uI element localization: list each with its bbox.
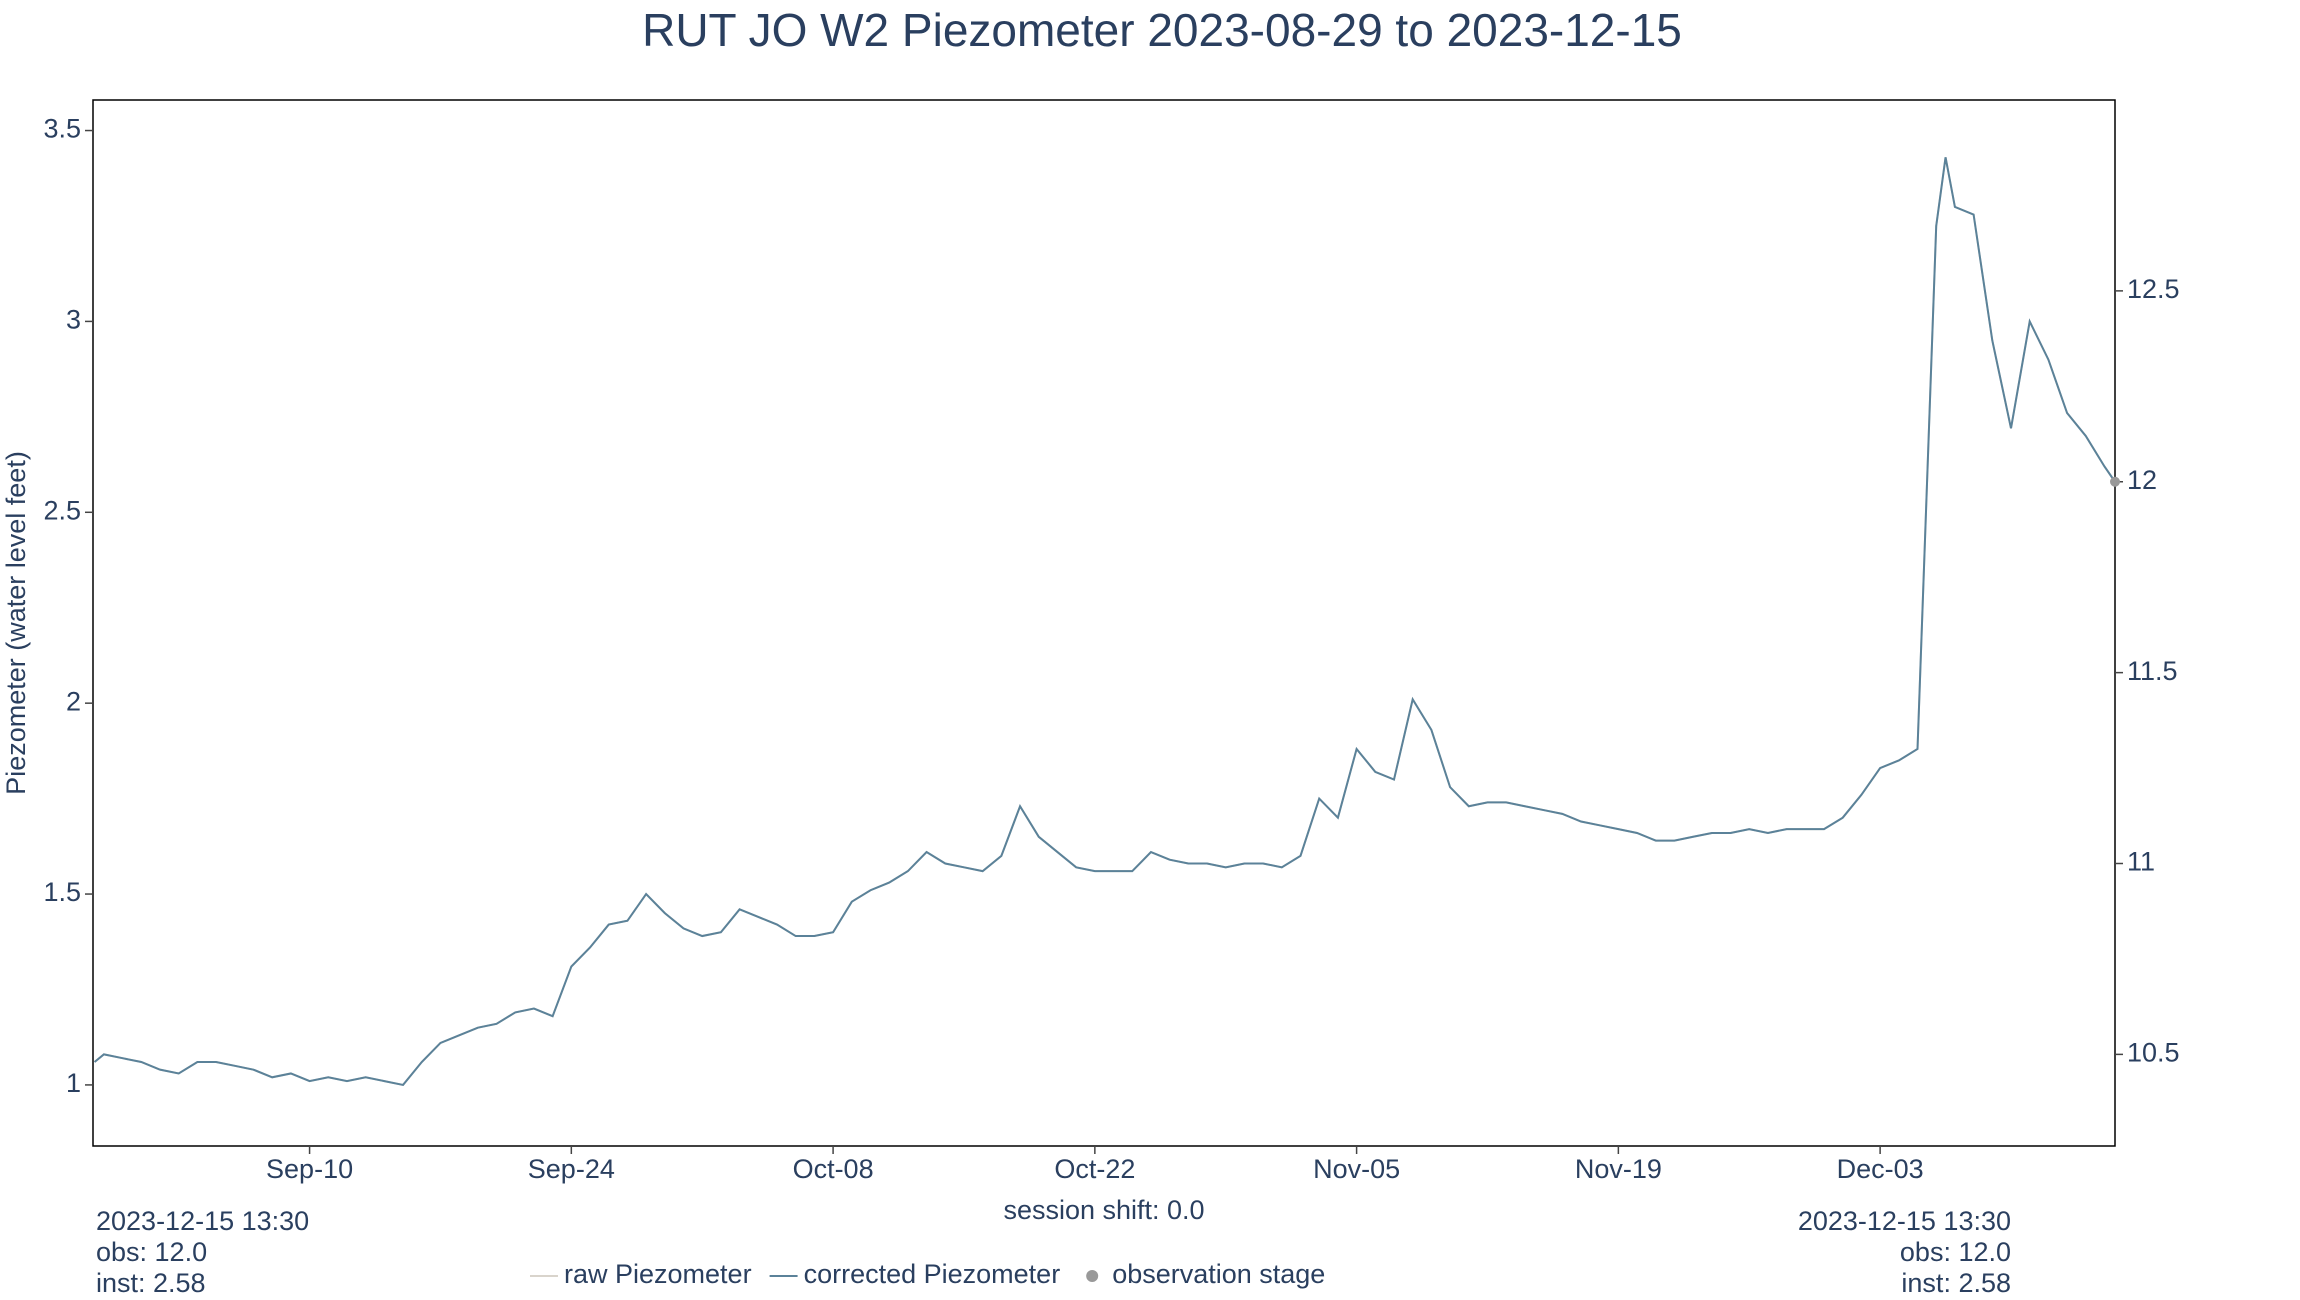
legend-label: raw Piezometer [564, 1259, 752, 1289]
y2-tick-label: 11 [2127, 847, 2155, 877]
series-line [93, 157, 2116, 1087]
x-tick-label: Nov-05 [1313, 1154, 1400, 1184]
plot-frame [92, 99, 2116, 1147]
observation-point [2110, 476, 2120, 487]
y-tick-label: 2.5 [43, 495, 81, 525]
chart-title: RUT JO W2 Piezometer 2023-08-29 to 2023-… [642, 4, 1682, 56]
x-tick-label: Oct-22 [1054, 1154, 1135, 1184]
y-tick-label: 3 [66, 305, 81, 335]
y-tick-label: 1 [66, 1068, 81, 1098]
y2-tick-label: 11.5 [2127, 656, 2178, 686]
x-tick-label: Oct-08 [793, 1154, 874, 1184]
x-tick-label: Sep-10 [266, 1154, 353, 1184]
session-shift: session shift: 0.0 [1003, 1195, 1204, 1225]
annotation-left: obs: 12.0 [96, 1237, 207, 1267]
annotation-right: inst: 2.58 [1901, 1268, 2011, 1298]
y-axis-label: Piezometer (water level feet) [1, 451, 31, 795]
y2-tick-label: 10.5 [2127, 1038, 2180, 1068]
y-tick-label: 1.5 [43, 877, 81, 907]
legend-label: observation stage [1112, 1259, 1325, 1289]
y2-tick-label: 12 [2127, 465, 2157, 495]
legend-label: corrected Piezometer [804, 1259, 1061, 1289]
x-tick-label: Dec-03 [1837, 1154, 1924, 1184]
y-tick-label: 2 [66, 686, 81, 716]
y2-tick-label: 12.5 [2127, 274, 2180, 304]
annotation-right: 2023-12-15 13:30 [1798, 1206, 2011, 1236]
y-tick-label: 3.5 [43, 114, 81, 144]
x-tick-label: Nov-19 [1575, 1154, 1662, 1184]
x-tick-label: Sep-24 [528, 1154, 615, 1184]
annotation-left: 2023-12-15 13:30 [96, 1206, 309, 1236]
annotation-right: obs: 12.0 [1900, 1237, 2011, 1267]
annotation-left: inst: 2.58 [96, 1268, 206, 1298]
legend-marker [1086, 1270, 1099, 1282]
